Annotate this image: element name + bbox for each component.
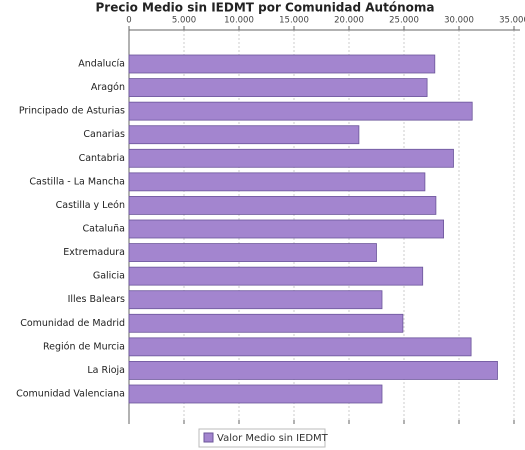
bar <box>128 243 377 262</box>
x-tick-label: 15.000 <box>279 16 309 26</box>
bar <box>128 196 437 215</box>
bar <box>128 266 424 286</box>
bar <box>128 78 428 97</box>
bar <box>128 337 472 357</box>
bar <box>128 101 473 121</box>
bar <box>128 219 445 239</box>
x-tick-label: 30.000 <box>444 16 474 26</box>
bar <box>128 313 404 333</box>
y-tick-label: Comunidad Valenciana <box>16 389 125 400</box>
y-tick-label: La Rioja <box>87 365 125 376</box>
legend-label: Valor Medio sin IEDMT <box>217 433 329 444</box>
y-tick-label: Región de Murcia <box>43 341 125 352</box>
y-tick-label: Principado de Asturias <box>19 106 125 117</box>
x-tick-label: 20.000 <box>334 16 364 26</box>
y-tick-label: Illes Balears <box>68 294 125 305</box>
x-tick-label: 25.000 <box>389 16 419 26</box>
y-tick-label: Cataluña <box>82 224 125 235</box>
y-tick-label: Aragón <box>91 82 125 93</box>
x-tick-label: 5.000 <box>172 16 196 26</box>
y-tick-label: Castilla y León <box>56 200 125 211</box>
chart-title: Precio Medio sin IEDMT por Comunidad Aut… <box>96 1 435 15</box>
bar <box>128 148 454 168</box>
x-tick-label: 0 <box>126 16 131 26</box>
y-tick-label: Extremadura <box>63 247 125 258</box>
x-tick-label: 10.000 <box>224 16 254 26</box>
y-tick-label: Castilla - La Mancha <box>29 176 125 187</box>
y-tick-label: Comunidad de Madrid <box>20 318 125 329</box>
y-tick-label: Canarias <box>83 129 125 140</box>
y-tick-label: Cantabria <box>79 153 125 164</box>
bar <box>128 54 436 74</box>
legend-swatch <box>203 432 214 443</box>
bar <box>128 384 383 404</box>
y-tick-label: Galicia <box>93 271 125 282</box>
legend-box <box>198 428 326 448</box>
x-tick-label: 35.000 <box>499 16 525 26</box>
bar <box>128 290 383 310</box>
y-tick-label: Andalucía <box>78 59 125 70</box>
bar <box>128 361 498 380</box>
bar <box>128 125 360 145</box>
bar <box>128 172 426 192</box>
